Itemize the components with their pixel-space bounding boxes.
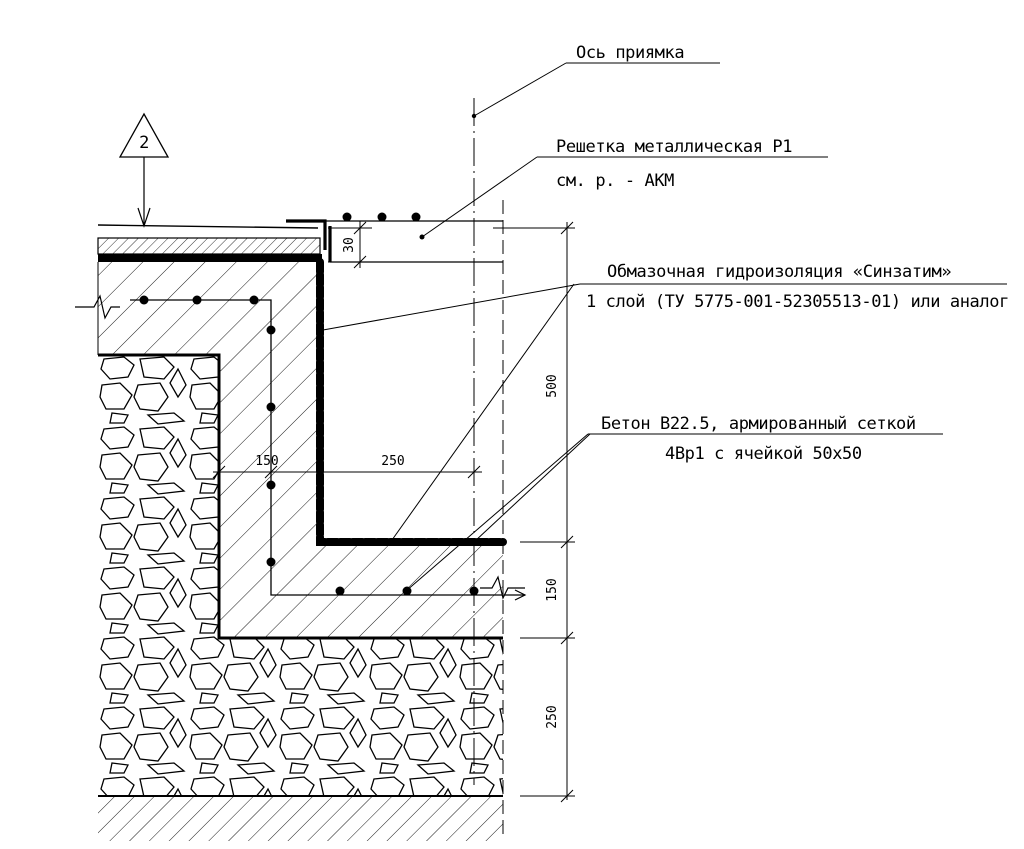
section-marker-label: 2 [139, 133, 149, 153]
break-line-right [480, 575, 525, 600]
section-marker [118, 112, 170, 228]
waterproofing-label-line2: 1 слой (ТУ 5775-001-52305513-01) или ана… [586, 292, 1009, 312]
soil-layer [98, 796, 503, 841]
dim-150-right: 150 [545, 578, 560, 601]
concrete-label-line2: 4Вр1 с ячейкой 50x50 [665, 444, 862, 464]
pavement-layers [97, 224, 321, 255]
axis-label: Ось приямка [576, 43, 684, 63]
grate-label-line1: Решетка металлическая Р1 [556, 137, 792, 157]
waterproofing-layer [98, 254, 507, 546]
dim-250-inner: 250 [381, 454, 404, 469]
dim-30: 30 [342, 237, 357, 253]
break-line-left [75, 294, 120, 320]
leader-lines [322, 62, 1007, 592]
dimension-lines [212, 221, 575, 803]
dim-250-right: 250 [545, 705, 560, 728]
concrete-label-line1: Бетон В22.5, армированный сеткой [601, 414, 916, 434]
grate-label-line2: см. р. - АКМ [556, 171, 674, 191]
rebar-dots [139, 212, 479, 596]
dim-150-inner: 150 [255, 454, 278, 469]
waterproofing-label-line1: Обмазочная гидроизоляция «Синзатим» [607, 262, 951, 282]
dim-500: 500 [545, 374, 560, 397]
